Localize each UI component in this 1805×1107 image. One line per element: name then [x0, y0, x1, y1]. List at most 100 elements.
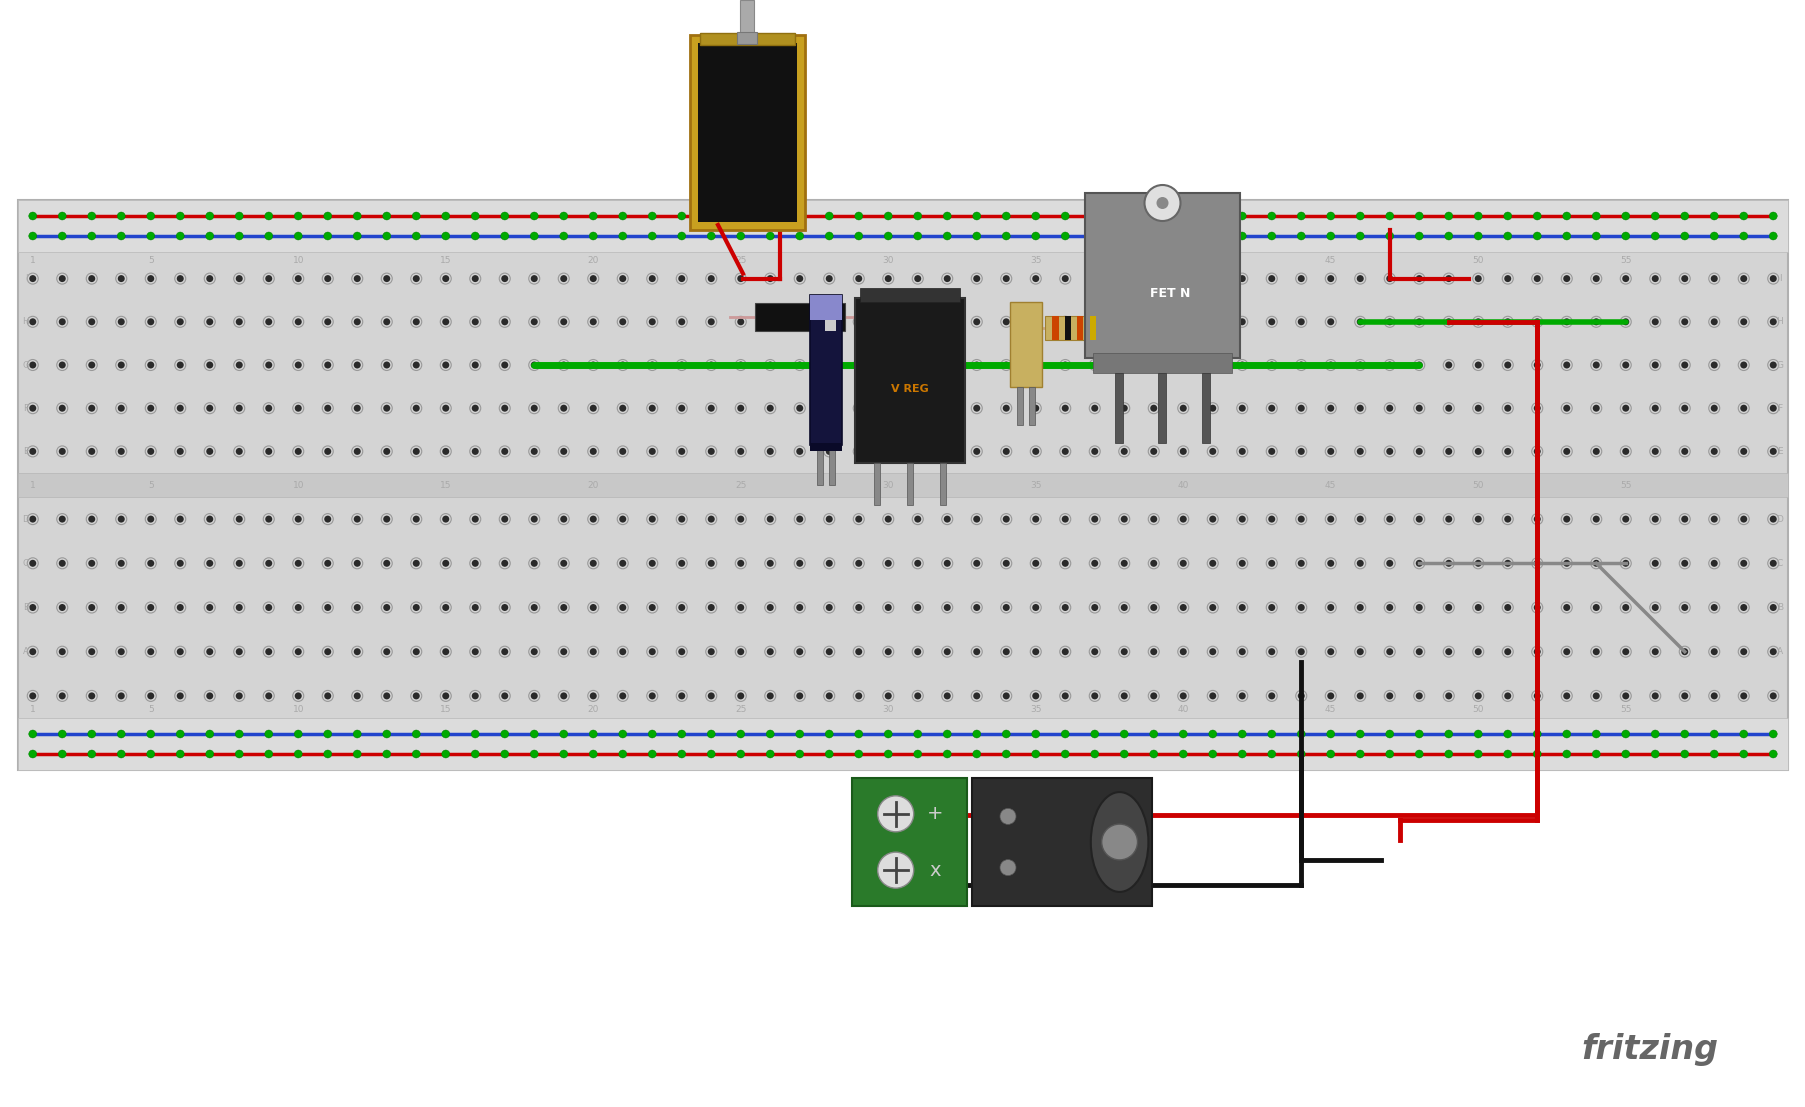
- Circle shape: [471, 604, 478, 611]
- Text: 25: 25: [735, 705, 745, 714]
- Circle shape: [1267, 362, 1274, 369]
- Circle shape: [796, 649, 803, 655]
- Circle shape: [1121, 560, 1126, 567]
- Circle shape: [412, 751, 421, 758]
- Circle shape: [1473, 730, 1482, 738]
- Circle shape: [502, 362, 507, 369]
- Circle shape: [796, 232, 803, 240]
- Circle shape: [736, 604, 744, 611]
- Circle shape: [29, 649, 36, 655]
- Text: 15: 15: [440, 705, 451, 714]
- Circle shape: [1061, 516, 1069, 523]
- Circle shape: [877, 796, 913, 831]
- Circle shape: [708, 560, 715, 567]
- Circle shape: [796, 405, 803, 412]
- Circle shape: [1179, 232, 1186, 240]
- Circle shape: [1032, 560, 1038, 567]
- Circle shape: [1238, 362, 1245, 369]
- Circle shape: [648, 649, 655, 655]
- Circle shape: [413, 405, 419, 412]
- Circle shape: [60, 560, 65, 567]
- Circle shape: [1002, 516, 1009, 523]
- Circle shape: [1384, 232, 1393, 240]
- Circle shape: [206, 448, 213, 455]
- Circle shape: [619, 232, 626, 240]
- Circle shape: [354, 448, 361, 455]
- Circle shape: [383, 232, 390, 240]
- Circle shape: [117, 604, 125, 611]
- Circle shape: [1740, 649, 1745, 655]
- Circle shape: [1769, 276, 1776, 282]
- Circle shape: [1769, 604, 1776, 611]
- Circle shape: [58, 213, 67, 220]
- Circle shape: [177, 751, 184, 758]
- Circle shape: [236, 362, 242, 369]
- Circle shape: [913, 232, 921, 240]
- Circle shape: [1709, 604, 1717, 611]
- Text: 50: 50: [1471, 256, 1484, 265]
- Circle shape: [1384, 213, 1393, 220]
- Circle shape: [765, 232, 774, 240]
- Circle shape: [1561, 751, 1570, 758]
- Circle shape: [1650, 730, 1659, 738]
- Circle shape: [1119, 730, 1128, 738]
- Circle shape: [294, 560, 301, 567]
- Circle shape: [1621, 730, 1628, 738]
- Circle shape: [236, 516, 242, 523]
- Circle shape: [1680, 649, 1688, 655]
- Circle shape: [88, 276, 96, 282]
- Circle shape: [1144, 185, 1180, 221]
- Circle shape: [1709, 319, 1717, 325]
- Circle shape: [1090, 319, 1097, 325]
- Circle shape: [1061, 692, 1069, 700]
- Circle shape: [1563, 649, 1569, 655]
- Circle shape: [206, 516, 213, 523]
- Circle shape: [1532, 692, 1540, 700]
- Circle shape: [913, 276, 921, 282]
- Circle shape: [1504, 730, 1511, 738]
- Circle shape: [1740, 560, 1745, 567]
- Circle shape: [1650, 213, 1659, 220]
- Circle shape: [1238, 232, 1245, 240]
- Circle shape: [1090, 692, 1097, 700]
- Circle shape: [1002, 319, 1009, 325]
- Circle shape: [294, 604, 301, 611]
- Circle shape: [1475, 448, 1480, 455]
- Circle shape: [913, 319, 921, 325]
- Circle shape: [1119, 213, 1128, 220]
- Circle shape: [588, 751, 597, 758]
- Circle shape: [1356, 276, 1363, 282]
- Circle shape: [619, 649, 626, 655]
- Circle shape: [648, 448, 655, 455]
- Circle shape: [323, 751, 332, 758]
- Circle shape: [354, 516, 361, 523]
- Text: 55: 55: [1619, 480, 1630, 489]
- Circle shape: [1121, 692, 1126, 700]
- Circle shape: [1002, 730, 1009, 738]
- Circle shape: [206, 319, 213, 325]
- Bar: [1157, 373, 1166, 443]
- Circle shape: [884, 276, 892, 282]
- Circle shape: [1150, 692, 1157, 700]
- Circle shape: [354, 751, 361, 758]
- Circle shape: [177, 362, 184, 369]
- Circle shape: [708, 319, 715, 325]
- Text: C: C: [23, 559, 29, 568]
- Circle shape: [1238, 516, 1245, 523]
- Circle shape: [1238, 319, 1245, 325]
- Circle shape: [590, 319, 596, 325]
- Text: 25: 25: [735, 256, 745, 265]
- Text: 45: 45: [1325, 705, 1336, 714]
- Circle shape: [1740, 362, 1745, 369]
- Circle shape: [88, 649, 96, 655]
- Bar: [971, 778, 1152, 906]
- Circle shape: [1769, 405, 1776, 412]
- Circle shape: [1356, 649, 1363, 655]
- Circle shape: [531, 276, 538, 282]
- Circle shape: [679, 516, 684, 523]
- Circle shape: [88, 405, 96, 412]
- Circle shape: [442, 232, 449, 240]
- Circle shape: [88, 751, 96, 758]
- Circle shape: [1532, 405, 1540, 412]
- Bar: [1029, 387, 1034, 425]
